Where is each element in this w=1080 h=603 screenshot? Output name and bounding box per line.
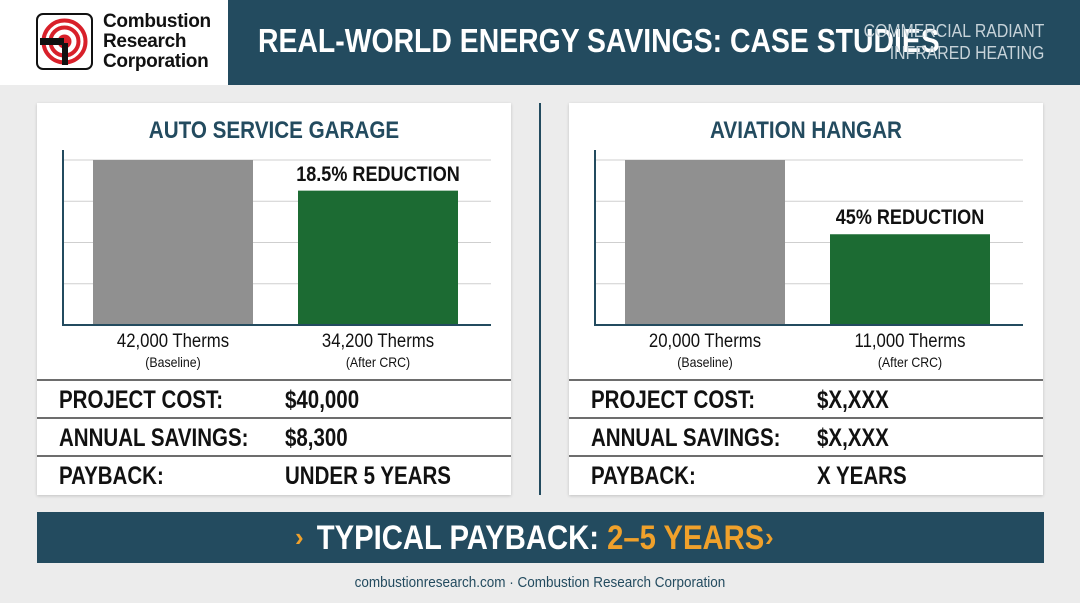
banner-prefix: TYPICAL PAYBACK: bbox=[316, 519, 599, 557]
after-caption: (After CRC) bbox=[877, 354, 943, 370]
payback-row: PAYBACK: X YEARS bbox=[569, 455, 1043, 493]
case-study-card-garage: AUTO SERVICE GARAGE 18.5% REDUCTION 42,0… bbox=[37, 103, 511, 495]
banner-text: TYPICAL PAYBACK: 2–5 YEARS bbox=[107, 519, 973, 558]
row-label: ANNUAL SAVINGS: bbox=[59, 424, 249, 452]
logo-text: Combustion Research Corporation bbox=[103, 12, 211, 72]
baseline-caption: (Baseline) bbox=[145, 354, 201, 370]
page-subtitle: COMMERCIAL RADIANT INFRARED HEATING bbox=[863, 20, 1044, 64]
row-value: UNDER 5 YEARS bbox=[285, 462, 451, 490]
case-details: PROJECT COST: $40,000 ANNUAL SAVINGS: $8… bbox=[37, 379, 511, 493]
logo-mark-icon bbox=[36, 13, 93, 70]
baseline-value-label: 20,000 Therms bbox=[648, 331, 762, 352]
row-label: PROJECT COST: bbox=[591, 386, 756, 414]
banner-highlight: 2–5 YEARS bbox=[607, 519, 765, 557]
project-cost-row: PROJECT COST: $40,000 bbox=[37, 379, 511, 417]
after-crc-bar bbox=[298, 190, 458, 325]
baseline-bar bbox=[93, 160, 253, 325]
row-label: PROJECT COST: bbox=[59, 386, 224, 414]
case-study-card-hangar: AVIATION HANGAR 45% REDUCTION 20,000 The… bbox=[569, 103, 1043, 495]
row-label: ANNUAL SAVINGS: bbox=[591, 424, 781, 452]
page-title: REAL-WORLD ENERGY SAVINGS: CASE STUDIES bbox=[258, 22, 940, 59]
reduction-label: 18.5% REDUCTION bbox=[296, 162, 460, 186]
reduction-label: 45% REDUCTION bbox=[835, 206, 985, 230]
after-value-label: 34,200 Therms bbox=[321, 331, 435, 352]
payback-banner: › TYPICAL PAYBACK: 2–5 YEARS › bbox=[37, 512, 1044, 563]
row-value: $8,300 bbox=[285, 424, 348, 452]
chart-axes bbox=[62, 150, 491, 326]
after-crc-bar bbox=[830, 234, 990, 325]
row-value: $X,XXX bbox=[817, 424, 889, 452]
logo: Combustion Research Corporation bbox=[0, 0, 228, 85]
after-value-label: 11,000 Therms bbox=[854, 331, 966, 352]
chevron-right-icon: › bbox=[765, 522, 774, 552]
baseline-value-label: 42,000 Therms bbox=[116, 331, 230, 352]
case-details: PROJECT COST: $X,XXX ANNUAL SAVINGS: $X,… bbox=[569, 379, 1043, 493]
subtitle-line-2: INFRARED HEATING bbox=[889, 43, 1044, 63]
chart-axes bbox=[594, 150, 1023, 326]
row-value: $40,000 bbox=[285, 386, 360, 414]
chevron-right-icon: › bbox=[295, 522, 304, 552]
project-cost-row: PROJECT COST: $X,XXX bbox=[569, 379, 1043, 417]
logo-line-2: Research bbox=[103, 31, 187, 52]
bar-chart-hangar bbox=[594, 150, 1023, 326]
logo-line-3: Corporation bbox=[103, 51, 209, 72]
logo-line-1: Combustion bbox=[103, 11, 211, 32]
row-label: PAYBACK: bbox=[591, 462, 696, 490]
header-bar: Combustion Research Corporation REAL-WOR… bbox=[0, 0, 1080, 85]
payback-row: PAYBACK: UNDER 5 YEARS bbox=[37, 455, 511, 493]
baseline-caption: (Baseline) bbox=[677, 354, 733, 370]
row-value: $X,XXX bbox=[817, 386, 889, 414]
annual-savings-row: ANNUAL SAVINGS: $8,300 bbox=[37, 417, 511, 455]
chart-title: AUTO SERVICE GARAGE bbox=[148, 117, 400, 144]
baseline-bar bbox=[625, 160, 785, 325]
footer-text: combustionresearch.com · Combustion Rese… bbox=[354, 574, 726, 591]
chart-title: AVIATION HANGAR bbox=[710, 117, 902, 144]
row-label: PAYBACK: bbox=[59, 462, 164, 490]
annual-savings-row: ANNUAL SAVINGS: $X,XXX bbox=[569, 417, 1043, 455]
after-caption: (After CRC) bbox=[345, 354, 411, 370]
card-divider bbox=[539, 103, 541, 495]
bar-chart-garage bbox=[62, 150, 491, 326]
subtitle-line-1: COMMERCIAL RADIANT bbox=[863, 21, 1044, 41]
row-value: X YEARS bbox=[817, 462, 907, 490]
